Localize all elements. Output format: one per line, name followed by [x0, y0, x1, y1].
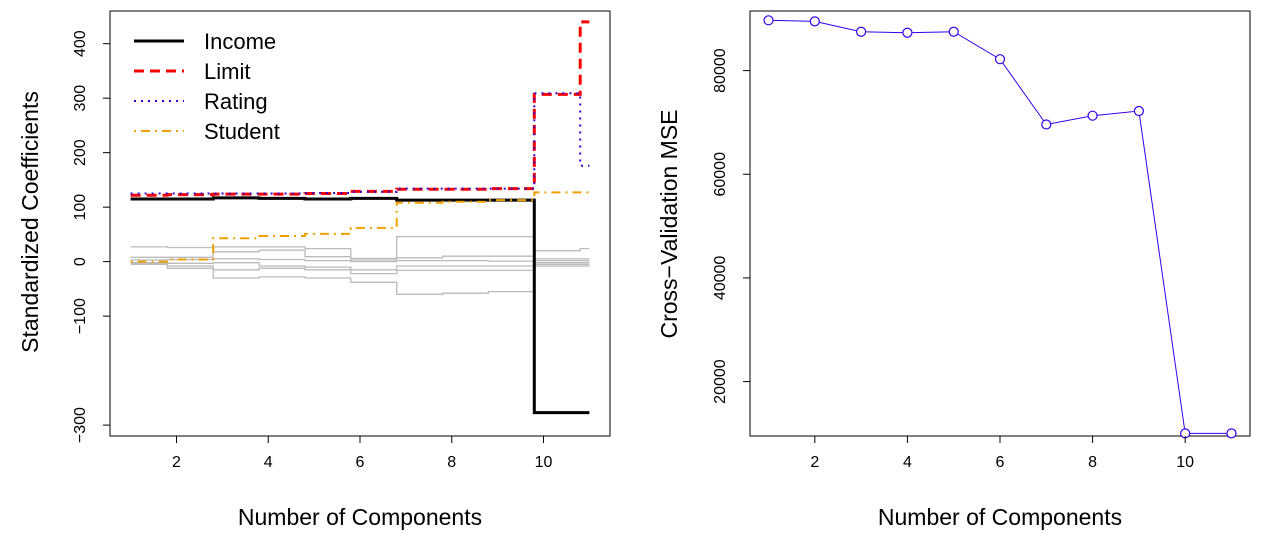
x-tick-label: 4	[903, 454, 912, 471]
plot-frame	[749, 10, 1251, 437]
y-tick-label: −100	[72, 298, 89, 334]
cv-mse-chart: 2 4 6 8 10 20000 40000 60000 80000 Number of Co…	[656, 10, 1251, 530]
legend-label-student: Student	[204, 119, 280, 144]
y-tick-label: 20000	[712, 359, 729, 404]
y-tick-label: 0	[72, 257, 89, 266]
coefficients-chart: 2 4 6 8 10 −300 −100 0 100 200 300 400 Number of C…	[17, 10, 611, 530]
series-line-income	[130, 196, 590, 415]
mse-point	[1041, 119, 1052, 130]
x-tick-label: 10	[535, 454, 553, 471]
x-tick-label: 6	[996, 454, 1005, 471]
legend: Income Limit Rating Student	[134, 29, 280, 144]
y-tick-label: 100	[72, 194, 89, 221]
mse-point	[948, 26, 959, 37]
legend-label-limit: Limit	[204, 59, 250, 84]
y-axis-label: Standardized Coefficients	[17, 91, 43, 353]
x-tick-label: 6	[356, 454, 365, 471]
x-tick-label: 2	[172, 454, 181, 471]
y-tick-label: −300	[72, 407, 89, 443]
legend-label-income: Income	[204, 29, 276, 54]
mse-line	[768, 19, 1232, 434]
series-layer	[130, 20, 590, 415]
mse-point	[994, 54, 1006, 65]
x-axis: 2 4 6 8 10	[810, 436, 1194, 471]
x-axis: 2 4 6 8 10	[172, 436, 552, 471]
y-tick-label: 300	[72, 85, 89, 112]
y-tick-label: 60000	[712, 152, 729, 197]
series-line-other-8	[130, 263, 590, 275]
mse-point	[856, 26, 867, 37]
mse-point	[763, 15, 774, 26]
series-line-limit	[130, 20, 590, 197]
series-line-student	[130, 191, 590, 263]
y-axis-label: Cross−Validation MSE	[656, 109, 682, 338]
mse-point	[1133, 105, 1144, 117]
y-tick-label: 80000	[712, 48, 729, 93]
x-tick-label: 8	[447, 454, 456, 471]
series-layer	[763, 15, 1237, 439]
y-tick-label: 400	[72, 30, 89, 57]
y-axis: 20000 40000 60000 80000	[712, 48, 750, 404]
y-axis: −300 −100 0 100 200 300 400	[72, 30, 110, 443]
x-tick-label: 8	[1088, 454, 1097, 471]
x-axis-label: Number of Components	[878, 504, 1122, 530]
x-tick-label: 2	[810, 454, 819, 471]
x-axis-label: Number of Components	[238, 504, 482, 530]
mse-point	[1087, 110, 1098, 121]
y-tick-label: 40000	[712, 256, 729, 301]
series-line-other-5	[130, 249, 590, 260]
series-line-other-9	[130, 263, 590, 295]
legend-label-rating: Rating	[204, 89, 268, 114]
mse-point	[1226, 428, 1237, 439]
x-tick-label: 10	[1176, 454, 1194, 471]
x-tick-label: 4	[264, 454, 273, 471]
mse-point	[902, 27, 913, 38]
y-tick-label: 200	[72, 139, 89, 166]
series-line-rating	[130, 92, 590, 195]
mse-point	[809, 16, 820, 27]
